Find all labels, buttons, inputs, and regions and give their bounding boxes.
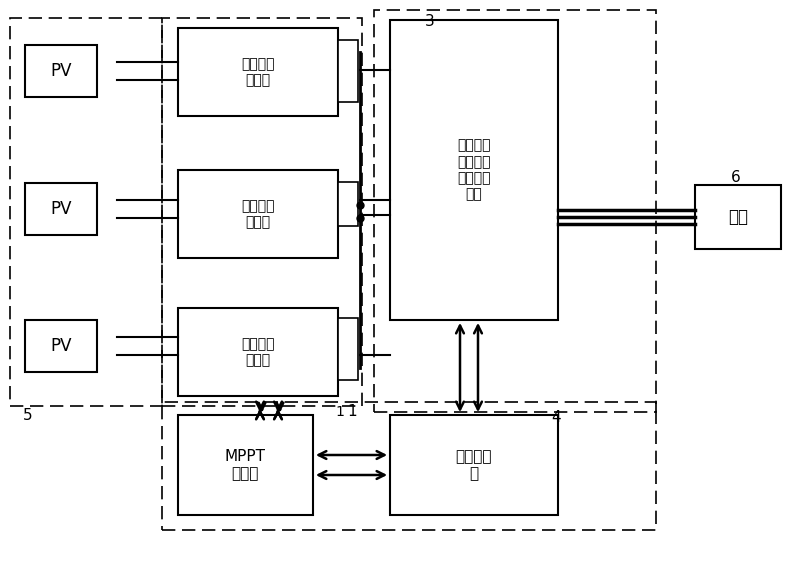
- Text: PV: PV: [50, 62, 72, 80]
- Bar: [338, 40, 358, 102]
- Bar: [178, 415, 313, 515]
- Text: 5: 5: [23, 407, 33, 423]
- Text: PV: PV: [50, 337, 72, 355]
- Text: 直流升压
主电路: 直流升压 主电路: [242, 337, 274, 367]
- Text: 4: 4: [551, 410, 561, 424]
- Text: 1: 1: [335, 405, 345, 419]
- Bar: [338, 318, 358, 380]
- Text: 1: 1: [347, 405, 357, 419]
- Bar: [25, 320, 97, 372]
- Text: 直流升压
主电路: 直流升压 主电路: [242, 199, 274, 229]
- Bar: [390, 20, 558, 320]
- Bar: [695, 185, 781, 249]
- Text: 二极管钳
位式五电
平逆变主
电路: 二极管钳 位式五电 平逆变主 电路: [458, 138, 490, 201]
- Bar: [390, 415, 558, 515]
- Text: MPPT
控制器: MPPT 控制器: [225, 449, 266, 481]
- Bar: [178, 170, 338, 258]
- Bar: [374, 10, 656, 412]
- Bar: [338, 182, 358, 226]
- Text: 电网: 电网: [728, 208, 748, 226]
- Bar: [162, 18, 362, 406]
- Bar: [25, 45, 97, 97]
- Bar: [178, 308, 338, 396]
- Text: 6: 6: [731, 171, 741, 185]
- Text: PV: PV: [50, 200, 72, 218]
- Bar: [162, 402, 656, 530]
- Bar: [178, 28, 338, 116]
- Bar: [25, 183, 97, 235]
- Text: 直流升压
主电路: 直流升压 主电路: [242, 57, 274, 87]
- Text: 逆变控制
器: 逆变控制 器: [456, 449, 492, 481]
- Text: 3: 3: [425, 15, 435, 29]
- Bar: [10, 18, 162, 406]
